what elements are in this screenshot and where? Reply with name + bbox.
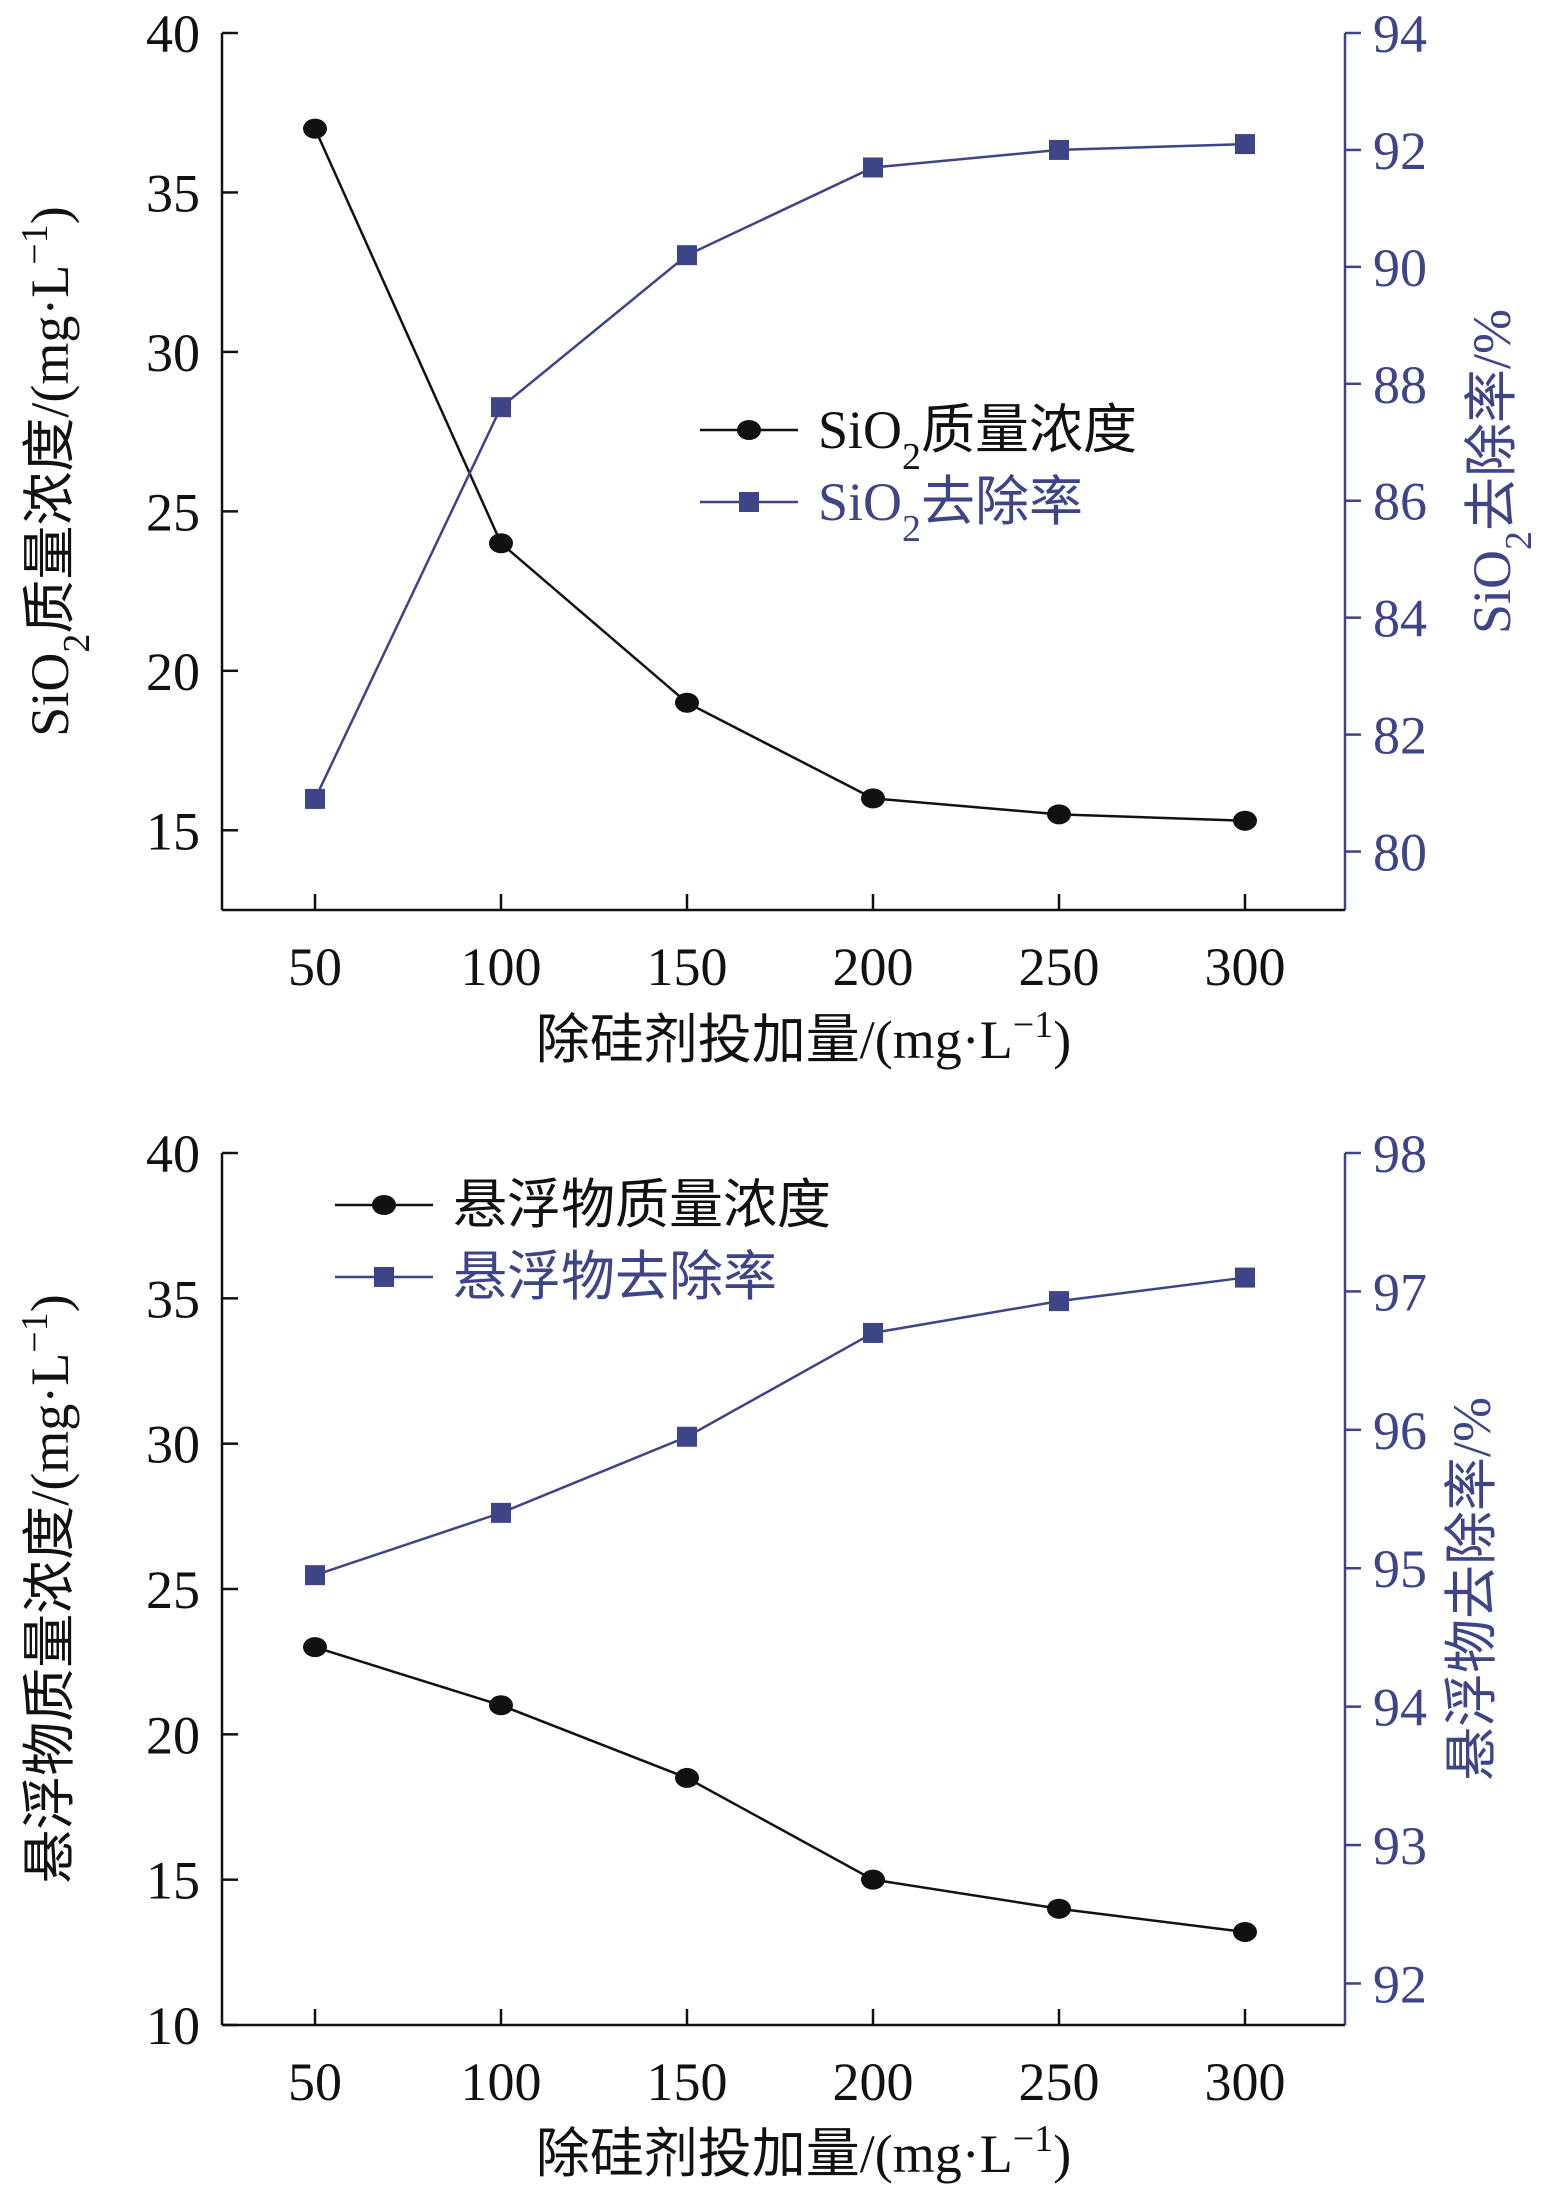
series-line-0 <box>313 128 1246 822</box>
left-tick-label: 35 <box>146 1269 200 1329</box>
x-tick-label: 100 <box>461 937 542 997</box>
data-point <box>1235 134 1255 155</box>
data-point <box>489 1695 513 1716</box>
left-tick-label: 10 <box>146 1996 200 2056</box>
left-axis-title: 悬浮物质量浓度/(mg·L−1) <box>14 1294 80 1883</box>
right-tick-label: 94 <box>1373 4 1427 64</box>
right-tick-label: 92 <box>1373 1954 1427 2014</box>
right-tick-label: 97 <box>1373 1262 1427 1322</box>
data-point <box>491 1502 511 1523</box>
series-line-0 <box>314 1645 1246 1934</box>
data-point <box>489 533 513 554</box>
data-point <box>677 1426 697 1447</box>
right-tick-label: 92 <box>1373 121 1427 181</box>
x-tick-label: 250 <box>1019 2052 1100 2112</box>
right-tick-label: 94 <box>1373 1678 1427 1738</box>
legend-label: SiO2质量浓度 <box>818 400 1137 478</box>
left-tick-label: 30 <box>146 323 200 383</box>
left-tick-label: 25 <box>146 482 200 542</box>
right-axis-title: 悬浮物去除率/% <box>1442 1397 1502 1781</box>
right-tick-label: 84 <box>1373 589 1427 649</box>
data-point <box>1233 810 1257 831</box>
legend-marker <box>739 492 759 512</box>
legend-marker <box>374 1267 394 1287</box>
legend-label: SiO2去除率 <box>818 472 1083 550</box>
left-tick-label: 25 <box>146 1560 200 1620</box>
legend-marker <box>737 420 761 440</box>
data-point <box>303 118 327 139</box>
right-tick-label: 93 <box>1373 1816 1427 1876</box>
data-point <box>863 1322 883 1343</box>
x-tick-label: 300 <box>1205 2052 1286 2112</box>
left-tick-label: 40 <box>146 1124 200 1184</box>
legend-label: 悬浮物去除率 <box>453 1247 777 1307</box>
data-point <box>1049 139 1069 160</box>
right-tick-label: 90 <box>1373 238 1427 298</box>
data-point <box>675 692 699 713</box>
legend-marker <box>372 1195 396 1215</box>
data-point <box>491 397 511 418</box>
legend-label: 悬浮物质量浓度 <box>453 1175 831 1235</box>
x-tick-label: 50 <box>288 2052 342 2112</box>
x-tick-label: 250 <box>1019 937 1100 997</box>
left-tick-label: 35 <box>146 163 200 223</box>
data-point <box>675 1767 699 1788</box>
data-point <box>861 788 885 809</box>
data-point <box>677 245 697 266</box>
data-point <box>1233 1921 1257 1942</box>
left-tick-label: 40 <box>146 4 200 64</box>
right-tick-label: 96 <box>1373 1401 1427 1461</box>
right-tick-label: 88 <box>1373 355 1427 415</box>
x-tick-label: 150 <box>647 2052 728 2112</box>
x-tick-label: 50 <box>288 937 342 997</box>
left-tick-label: 20 <box>146 1705 200 1765</box>
series-line-1 <box>313 142 1246 800</box>
right-tick-label: 86 <box>1373 472 1427 532</box>
data-point <box>1047 804 1071 825</box>
left-tick-label: 15 <box>146 1851 200 1911</box>
x-tick-label: 200 <box>833 937 914 997</box>
x-tick-label: 150 <box>647 937 728 997</box>
data-point <box>305 1565 325 1586</box>
data-point <box>303 1637 327 1658</box>
right-tick-label: 95 <box>1373 1539 1427 1599</box>
right-tick-label: 80 <box>1373 823 1427 883</box>
x-axis-title: 除硅剂投加量/(mg·L−1) <box>536 2118 1071 2184</box>
chart-sio2: 15 20 25 30 35 40 80 82 84 86 88 90 92 94 50 100 150 200 2… <box>14 4 1540 1070</box>
data-point <box>861 1869 885 1890</box>
x-tick-label: 200 <box>833 2052 914 2112</box>
data-point <box>1049 1291 1069 1312</box>
data-point <box>863 157 883 178</box>
left-tick-label: 20 <box>146 642 200 702</box>
data-point <box>1235 1267 1255 1288</box>
left-tick-label: 30 <box>146 1415 200 1475</box>
right-tick-label: 82 <box>1373 706 1427 766</box>
left-tick-label: 15 <box>146 801 200 861</box>
x-tick-label: 100 <box>461 2052 542 2112</box>
x-tick-label: 300 <box>1205 937 1286 997</box>
chart-suspended-solids: 10 15 20 25 30 35 40 92 93 94 95 96 97 98 50 100 150 200 2… <box>14 1124 1502 2184</box>
series-line-1 <box>314 1276 1246 1577</box>
right-axis-title: SiO2去除率/% <box>1462 309 1540 634</box>
right-tick-label: 98 <box>1373 1124 1427 1184</box>
x-axis-title: 除硅剂投加量/(mg·L−1) <box>536 1004 1071 1070</box>
left-axis-title: SiO2质量浓度/(mg·L−1) <box>14 206 98 736</box>
data-point <box>1047 1898 1071 1919</box>
data-point <box>305 788 325 809</box>
